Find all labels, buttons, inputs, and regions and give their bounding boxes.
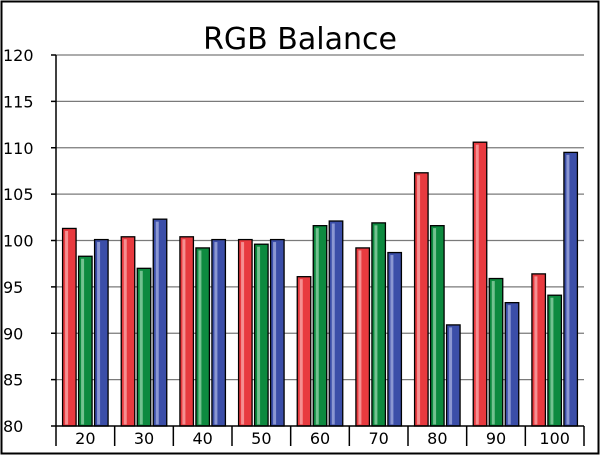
bar-highlight <box>534 276 538 425</box>
x-tick-label: 60 <box>310 429 330 448</box>
x-tick-label: 80 <box>427 429 447 448</box>
bar-highlight <box>358 250 362 425</box>
bar <box>195 247 211 427</box>
x-tick-label: 70 <box>368 429 388 448</box>
bar-highlight <box>155 221 159 425</box>
bar <box>504 301 520 427</box>
chart-title: RGB Balance <box>203 22 397 57</box>
bar-highlight <box>273 242 277 425</box>
bar <box>237 238 253 427</box>
y-tick-label: 100 <box>3 232 34 251</box>
bar-highlight <box>257 246 261 425</box>
bar-highlight <box>198 250 202 425</box>
bar <box>563 151 579 427</box>
bar <box>429 225 445 427</box>
bar-highlight <box>374 225 378 425</box>
bar <box>355 247 371 427</box>
y-tick-label: 85 <box>3 371 23 390</box>
y-axis-ticks: 80 85 90 95 100 105 110 115 120 <box>3 46 56 436</box>
x-tick-label: 90 <box>486 429 506 448</box>
bar-highlight <box>331 223 335 425</box>
bar <box>77 255 93 427</box>
bar <box>61 227 77 427</box>
y-tick-label: 105 <box>3 185 34 204</box>
bar-highlight <box>390 255 394 425</box>
bar-highlight <box>550 297 554 425</box>
bar <box>211 238 227 427</box>
y-tick-label: 80 <box>3 417 23 436</box>
bar-highlight <box>182 239 186 425</box>
x-tick-label: 50 <box>251 429 271 448</box>
bar <box>488 277 504 427</box>
bar-highlight <box>214 242 218 425</box>
y-tick-label: 120 <box>3 46 34 65</box>
bar-highlight <box>97 242 101 425</box>
bar <box>93 238 109 427</box>
bar-highlight <box>139 270 143 425</box>
bar <box>371 222 387 427</box>
bar-highlight <box>65 230 69 425</box>
bar <box>296 276 312 427</box>
bar-highlight <box>433 228 437 425</box>
bar <box>269 238 285 427</box>
x-tick-label: 40 <box>192 429 212 448</box>
y-tick-label: 95 <box>3 278 23 297</box>
bar <box>445 324 461 427</box>
bar <box>531 273 547 427</box>
bar-highlight <box>449 327 453 425</box>
bar <box>547 294 563 427</box>
x-tick-label: 30 <box>134 429 154 448</box>
bar <box>413 172 429 427</box>
bar-highlight <box>475 144 479 425</box>
bar-highlight <box>566 154 570 425</box>
bar <box>387 251 403 427</box>
bar <box>312 225 328 427</box>
bar <box>152 218 168 427</box>
bar <box>136 267 152 427</box>
y-tick-label: 115 <box>3 92 34 111</box>
bar <box>253 243 269 427</box>
bar-highlight <box>241 242 245 425</box>
bar <box>179 236 195 427</box>
bar-highlight <box>81 258 85 425</box>
x-axis-ticks: 20 30 40 50 60 70 80 90 100 <box>55 426 585 448</box>
bar-highlight <box>491 281 495 425</box>
y-tick-label: 90 <box>3 324 23 343</box>
bar-highlight <box>299 279 303 425</box>
bar-highlight <box>315 228 319 425</box>
bar-highlight <box>507 305 511 425</box>
bar <box>328 220 344 427</box>
bar-highlight <box>123 239 127 425</box>
x-tick-label: 100 <box>539 429 570 448</box>
bar <box>120 236 136 427</box>
bar-highlight <box>417 175 421 425</box>
bar <box>472 141 488 427</box>
x-tick-label: 20 <box>75 429 95 448</box>
axes <box>55 55 584 427</box>
y-tick-label: 110 <box>3 139 34 158</box>
